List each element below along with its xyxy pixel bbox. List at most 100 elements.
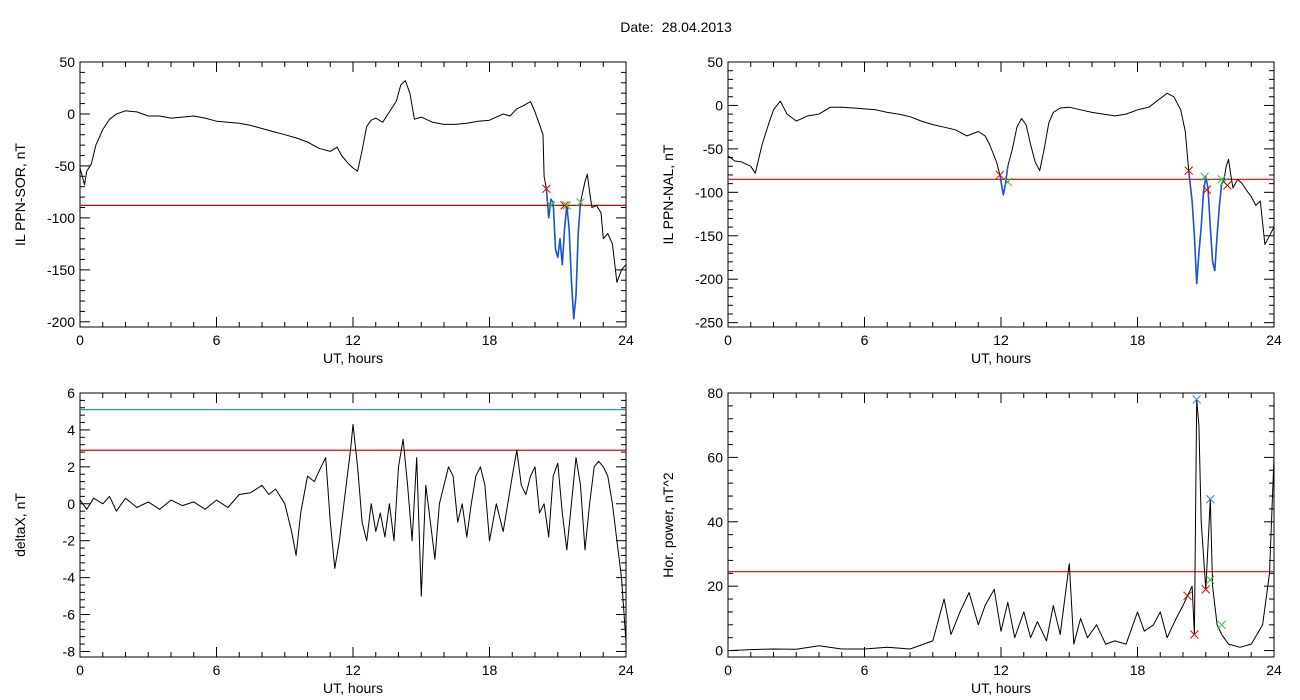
marker-green bbox=[562, 201, 572, 210]
date-label: Date: bbox=[620, 19, 654, 35]
y-tick-label: -4 bbox=[63, 570, 76, 586]
x-tick-label: 24 bbox=[618, 332, 634, 348]
marker-stroke bbox=[546, 201, 556, 210]
y-axis-label: Hor. power, nT^2 bbox=[660, 472, 676, 578]
plot-frame bbox=[79, 61, 627, 328]
marker-red bbox=[1201, 585, 1211, 594]
marker-stroke bbox=[1201, 585, 1211, 594]
marker-red bbox=[560, 201, 569, 210]
y-tick-label: -50 bbox=[55, 158, 75, 174]
y-tick-label: 6 bbox=[67, 385, 75, 401]
y-tick-label: 50 bbox=[707, 54, 723, 70]
y-tick-label: -100 bbox=[695, 184, 723, 200]
x-axis-label: UT, hours bbox=[323, 680, 383, 696]
x-tick-label: 0 bbox=[76, 662, 84, 678]
plot-frame bbox=[727, 392, 1275, 658]
y-tick-label: 4 bbox=[67, 422, 75, 438]
x-tick-label: 6 bbox=[861, 332, 869, 348]
marker-stroke bbox=[1223, 181, 1232, 190]
marker-green bbox=[1003, 177, 1013, 187]
plot-data bbox=[728, 92, 1274, 285]
x-tick-label: 24 bbox=[1266, 332, 1282, 348]
x-tick-label: 12 bbox=[345, 662, 361, 678]
marker-stroke bbox=[1217, 620, 1227, 630]
x-tick-label: 0 bbox=[76, 332, 84, 348]
x-tick-label: 18 bbox=[1130, 662, 1146, 678]
y-tick-label: 2 bbox=[67, 459, 75, 475]
y-tick-label: -50 bbox=[703, 141, 723, 157]
series-line bbox=[545, 188, 582, 320]
marker-stroke bbox=[562, 201, 572, 210]
plot-frame bbox=[79, 392, 627, 658]
x-tick-label: 24 bbox=[618, 662, 634, 678]
marker-stroke bbox=[1202, 185, 1212, 195]
y-tick-label: 0 bbox=[715, 97, 723, 113]
x-tick-label: 12 bbox=[345, 332, 361, 348]
figure-title: Date: 28.04.2013 bbox=[0, 19, 1300, 35]
series-line bbox=[580, 173, 626, 283]
marker-stroke bbox=[1183, 591, 1192, 601]
marker-stroke bbox=[995, 170, 1005, 180]
marker-stroke bbox=[576, 197, 585, 207]
x-tick-label: 12 bbox=[993, 662, 1009, 678]
x-tick-label: 0 bbox=[724, 332, 732, 348]
chart-top-left: 0 6 12 18 24 50 0 -50 -100 -150 -200 UT, hours IL PP… bbox=[12, 54, 634, 366]
chart-bottom-left: 0 6 12 18 24 6 4 2 0 -2 -4 -6 -8 UT, hours deltaX, nT bbox=[12, 385, 634, 696]
marker-red bbox=[995, 170, 1005, 180]
x-tick-label: 6 bbox=[213, 332, 221, 348]
y-tick-label: -8 bbox=[63, 643, 76, 659]
y-tick-label: -6 bbox=[63, 607, 76, 623]
marker-red bbox=[1202, 185, 1212, 195]
x-tick-label: 18 bbox=[482, 332, 498, 348]
marker-green bbox=[1217, 620, 1227, 630]
y-tick-label: 20 bbox=[707, 578, 723, 594]
series-line bbox=[1187, 170, 1225, 285]
y-tick-label: -250 bbox=[695, 315, 723, 331]
y-tick-label: -100 bbox=[47, 210, 75, 226]
x-axis-label: UT, hours bbox=[971, 350, 1031, 366]
marker-stroke bbox=[1205, 575, 1215, 585]
y-axis-label: deltaX, nT bbox=[12, 493, 28, 557]
marker-blue bbox=[1192, 395, 1202, 404]
marker-red bbox=[1190, 630, 1199, 639]
marker-red bbox=[1223, 181, 1232, 190]
y-tick-label: 50 bbox=[59, 54, 75, 70]
y-tick-label: -150 bbox=[695, 228, 723, 244]
date-value: 28.04.2013 bbox=[661, 19, 732, 35]
x-tick-label: 18 bbox=[1130, 332, 1146, 348]
y-tick-label: 0 bbox=[715, 643, 723, 659]
plot-data bbox=[728, 395, 1274, 652]
y-tick-label: 80 bbox=[707, 385, 723, 401]
series-line bbox=[1223, 158, 1274, 245]
y-tick-label: 0 bbox=[67, 106, 75, 122]
series-line bbox=[80, 423, 626, 643]
series-line bbox=[728, 100, 1001, 176]
x-tick-label: 6 bbox=[213, 662, 221, 678]
y-tick-label: 40 bbox=[707, 514, 723, 530]
marker-green bbox=[576, 197, 585, 207]
y-axis-label: IL PPN-NAL, nT bbox=[660, 144, 676, 244]
plot-data bbox=[80, 409, 626, 643]
series-line bbox=[999, 166, 1009, 196]
y-axis-label: IL PPN-SOR, nT bbox=[12, 143, 28, 246]
marker-green bbox=[546, 201, 556, 210]
marker-stroke bbox=[1190, 630, 1199, 639]
x-tick-label: 0 bbox=[724, 662, 732, 678]
marker-red bbox=[542, 184, 551, 194]
marker-stroke bbox=[1184, 166, 1194, 175]
x-tick-label: 18 bbox=[482, 662, 498, 678]
x-axis-label: UT, hours bbox=[971, 680, 1031, 696]
series-line bbox=[80, 80, 547, 189]
y-tick-label: -200 bbox=[695, 271, 723, 287]
y-tick-label: -150 bbox=[47, 262, 75, 278]
y-tick-label: -200 bbox=[47, 314, 75, 330]
y-tick-label: -2 bbox=[63, 533, 76, 549]
series-line bbox=[728, 398, 1274, 652]
marker-green bbox=[1200, 172, 1209, 182]
marker-stroke bbox=[542, 184, 551, 194]
x-axis-label: UT, hours bbox=[323, 350, 383, 366]
x-tick-label: 6 bbox=[861, 662, 869, 678]
y-tick-label: 60 bbox=[707, 449, 723, 465]
marker-stroke bbox=[1205, 494, 1215, 504]
